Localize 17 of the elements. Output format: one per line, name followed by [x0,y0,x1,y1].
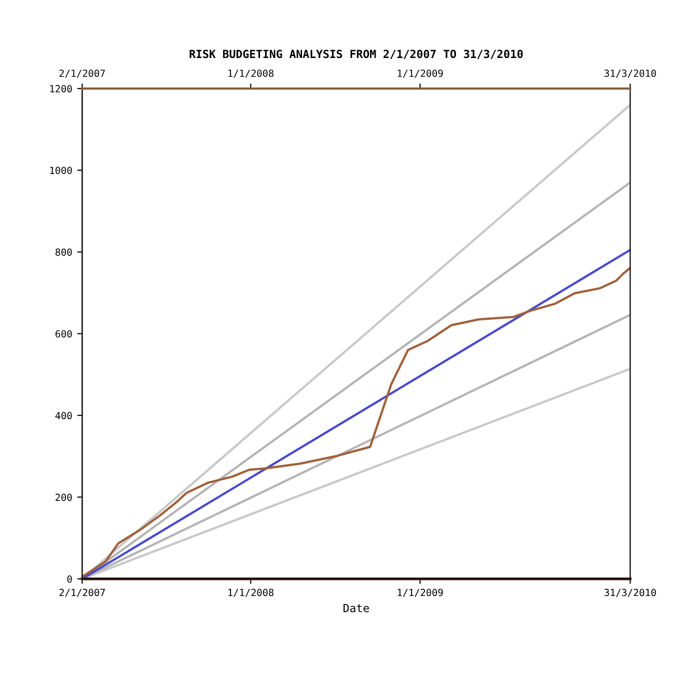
x-tick-label: 31/3/2010 [604,588,656,597]
x-tick-label: 2/1/2007 [60,588,105,597]
x-tick-label: 1/1/2008 [228,588,274,597]
y-tick-label: 1000 [50,166,72,174]
chart-title: RISK BUDGETING ANALYSIS FROM 2/1/2007 TO 31/3/2010 [190,50,523,60]
x2-tick-label: 31/3/2010 [604,70,656,78]
y-tick-label: 600 [56,330,72,338]
y-tick-label: 200 [56,494,72,501]
y-tick-label: 800 [56,248,72,256]
y-tick-label: 400 [55,412,72,420]
x2-tick-label: 1/1/2009 [398,70,443,78]
x2-tick-label: 1/1/2008 [228,70,274,78]
y-tick-label: 1200 [50,85,72,92]
x-tick-label: 1/1/2009 [398,588,443,597]
y-tick-label: 0 [67,575,72,583]
x2-tick-label: 2/1/2007 [60,70,105,78]
x-axis-title: Date [344,604,369,612]
